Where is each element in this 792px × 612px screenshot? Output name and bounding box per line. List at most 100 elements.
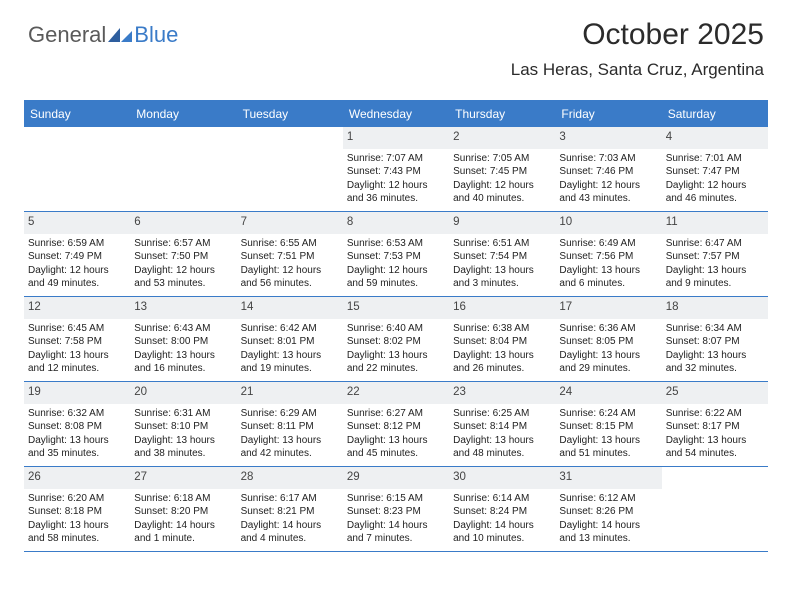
day-cell: 10Sunrise: 6:49 AMSunset: 7:56 PMDayligh… [555,212,661,296]
logo-sail-icon [108,22,134,38]
sunrise-text: Sunrise: 6:14 AM [453,492,551,506]
day-cell: 25Sunrise: 6:22 AMSunset: 8:17 PMDayligh… [662,382,768,466]
sunset-text: Sunset: 8:07 PM [666,335,764,349]
day-number: 29 [343,467,449,489]
day-number: 19 [24,382,130,404]
week-row: 26Sunrise: 6:20 AMSunset: 8:18 PMDayligh… [24,467,768,552]
day-cell [130,127,236,211]
day-number: 28 [237,467,343,489]
sunset-text: Sunset: 8:00 PM [134,335,232,349]
daylight-text: Daylight: 13 hours and 58 minutes. [28,519,126,546]
day-number: 9 [449,212,555,234]
day-cell: 2Sunrise: 7:05 AMSunset: 7:45 PMDaylight… [449,127,555,211]
day-number: 31 [555,467,661,489]
daylight-text: Daylight: 12 hours and 56 minutes. [241,264,339,291]
sunrise-text: Sunrise: 6:34 AM [666,322,764,336]
sunset-text: Sunset: 8:05 PM [559,335,657,349]
daylight-text: Daylight: 12 hours and 46 minutes. [666,179,764,206]
sunset-text: Sunset: 7:47 PM [666,165,764,179]
day-number: 2 [449,127,555,149]
daylight-text: Daylight: 13 hours and 45 minutes. [347,434,445,461]
sunset-text: Sunset: 7:54 PM [453,250,551,264]
week-row: 1Sunrise: 7:07 AMSunset: 7:43 PMDaylight… [24,127,768,212]
day-cell: 17Sunrise: 6:36 AMSunset: 8:05 PMDayligh… [555,297,661,381]
sunrise-text: Sunrise: 7:03 AM [559,152,657,166]
sunset-text: Sunset: 8:20 PM [134,505,232,519]
sunset-text: Sunset: 7:57 PM [666,250,764,264]
sunrise-text: Sunrise: 6:25 AM [453,407,551,421]
day-cell: 6Sunrise: 6:57 AMSunset: 7:50 PMDaylight… [130,212,236,296]
day-number: 27 [130,467,236,489]
sunrise-text: Sunrise: 6:43 AM [134,322,232,336]
day-number: 21 [237,382,343,404]
day-number: 14 [237,297,343,319]
daylight-text: Daylight: 13 hours and 51 minutes. [559,434,657,461]
day-cell: 30Sunrise: 6:14 AMSunset: 8:24 PMDayligh… [449,467,555,551]
day-cell: 3Sunrise: 7:03 AMSunset: 7:46 PMDaylight… [555,127,661,211]
day-cell: 29Sunrise: 6:15 AMSunset: 8:23 PMDayligh… [343,467,449,551]
sunrise-text: Sunrise: 7:07 AM [347,152,445,166]
daylight-text: Daylight: 13 hours and 16 minutes. [134,349,232,376]
daylight-text: Daylight: 13 hours and 22 minutes. [347,349,445,376]
daylight-text: Daylight: 13 hours and 35 minutes. [28,434,126,461]
day-cell: 19Sunrise: 6:32 AMSunset: 8:08 PMDayligh… [24,382,130,466]
sunrise-text: Sunrise: 6:31 AM [134,407,232,421]
day-header: Tuesday [237,102,343,127]
daylight-text: Daylight: 13 hours and 48 minutes. [453,434,551,461]
sunrise-text: Sunrise: 7:05 AM [453,152,551,166]
daylight-text: Daylight: 13 hours and 19 minutes. [241,349,339,376]
day-number: 5 [24,212,130,234]
day-cell [24,127,130,211]
day-cell: 23Sunrise: 6:25 AMSunset: 8:14 PMDayligh… [449,382,555,466]
sunrise-text: Sunrise: 6:49 AM [559,237,657,251]
day-cell: 15Sunrise: 6:40 AMSunset: 8:02 PMDayligh… [343,297,449,381]
day-number: 22 [343,382,449,404]
day-header: Monday [130,102,236,127]
sunrise-text: Sunrise: 6:36 AM [559,322,657,336]
sunset-text: Sunset: 8:24 PM [453,505,551,519]
day-cell: 8Sunrise: 6:53 AMSunset: 7:53 PMDaylight… [343,212,449,296]
day-cell: 31Sunrise: 6:12 AMSunset: 8:26 PMDayligh… [555,467,661,551]
day-cell: 26Sunrise: 6:20 AMSunset: 8:18 PMDayligh… [24,467,130,551]
week-row: 19Sunrise: 6:32 AMSunset: 8:08 PMDayligh… [24,382,768,467]
sunset-text: Sunset: 7:46 PM [559,165,657,179]
day-cell: 14Sunrise: 6:42 AMSunset: 8:01 PMDayligh… [237,297,343,381]
day-cell: 9Sunrise: 6:51 AMSunset: 7:54 PMDaylight… [449,212,555,296]
sunrise-text: Sunrise: 6:53 AM [347,237,445,251]
sunset-text: Sunset: 7:53 PM [347,250,445,264]
day-cell [662,467,768,551]
daylight-text: Daylight: 13 hours and 42 minutes. [241,434,339,461]
day-cell: 21Sunrise: 6:29 AMSunset: 8:11 PMDayligh… [237,382,343,466]
day-cell: 1Sunrise: 7:07 AMSunset: 7:43 PMDaylight… [343,127,449,211]
sunset-text: Sunset: 8:11 PM [241,420,339,434]
sunset-text: Sunset: 8:04 PM [453,335,551,349]
sunset-text: Sunset: 7:50 PM [134,250,232,264]
daylight-text: Daylight: 12 hours and 59 minutes. [347,264,445,291]
sunset-text: Sunset: 8:23 PM [347,505,445,519]
daylight-text: Daylight: 13 hours and 6 minutes. [559,264,657,291]
day-number: 1 [343,127,449,149]
logo-text-general: General [28,22,106,48]
day-number: 4 [662,127,768,149]
daylight-text: Daylight: 14 hours and 4 minutes. [241,519,339,546]
day-number: 30 [449,467,555,489]
daylight-text: Daylight: 13 hours and 3 minutes. [453,264,551,291]
header: General Blue October 2025 Las Heras, San… [0,0,792,100]
day-cell: 5Sunrise: 6:59 AMSunset: 7:49 PMDaylight… [24,212,130,296]
sunrise-text: Sunrise: 6:15 AM [347,492,445,506]
day-number: 20 [130,382,236,404]
day-number: 6 [130,212,236,234]
daylight-text: Daylight: 13 hours and 38 minutes. [134,434,232,461]
logo: General Blue [28,22,178,48]
daylight-text: Daylight: 12 hours and 53 minutes. [134,264,232,291]
day-cell: 28Sunrise: 6:17 AMSunset: 8:21 PMDayligh… [237,467,343,551]
day-number: 13 [130,297,236,319]
day-number: 3 [555,127,661,149]
daylight-text: Daylight: 13 hours and 32 minutes. [666,349,764,376]
day-number: 23 [449,382,555,404]
sunrise-text: Sunrise: 6:20 AM [28,492,126,506]
day-cell: 12Sunrise: 6:45 AMSunset: 7:58 PMDayligh… [24,297,130,381]
sunrise-text: Sunrise: 6:18 AM [134,492,232,506]
sunset-text: Sunset: 8:08 PM [28,420,126,434]
daylight-text: Daylight: 13 hours and 26 minutes. [453,349,551,376]
